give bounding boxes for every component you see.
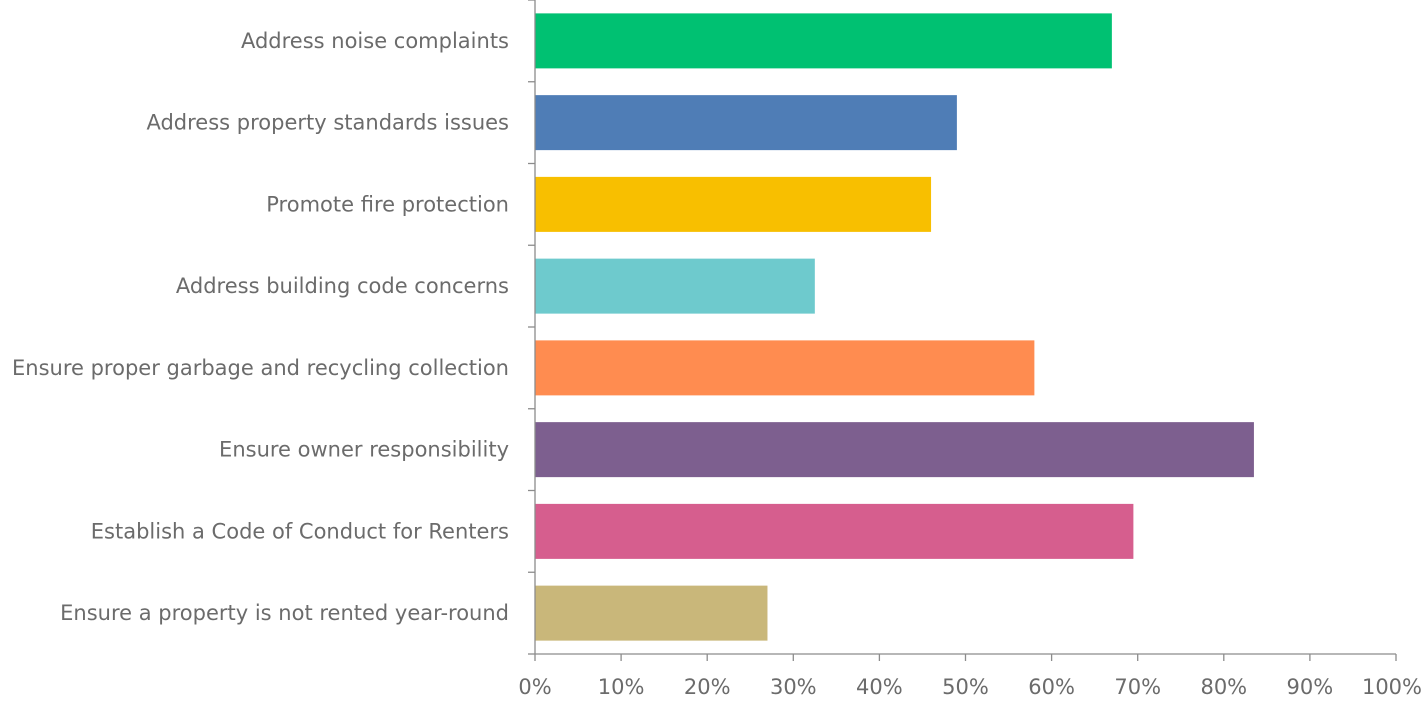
x-tick-label: 30% [770,675,817,699]
x-tick-labels: 0% 10% 20% 30% 40% 50% 60% 70% 80% 90% 100% [518,675,1422,699]
bar-ensure-proper-garbage-and-recycling-collection [535,340,1035,396]
category-label: Address building code concerns [176,274,509,298]
x-tick-label: 70% [1114,675,1161,699]
x-tick-label: 80% [1200,675,1247,699]
category-label: Ensure owner responsibility [219,438,509,462]
category-label: Address property standards issues [146,111,509,135]
category-label: Promote fire protection [266,192,509,216]
bar-ensure-a-property-is-not-rented-year-round [535,585,768,641]
y-axis-ticks [528,0,535,655]
x-tick-label: 0% [518,675,551,699]
bar-address-building-code-concerns [535,258,815,314]
category-label: Establish a Code of Conduct for Renters [91,519,509,543]
x-tick-label: 50% [942,675,989,699]
x-axis-ticks [534,654,1397,661]
category-label: Ensure a property is not rented year-rou… [60,601,509,625]
x-tick-label: 40% [856,675,903,699]
category-label: Ensure proper garbage and recycling coll… [12,356,509,380]
x-tick-label: 100% [1362,675,1422,699]
x-tick-label: 10% [598,675,645,699]
x-tick-label: 20% [684,675,731,699]
bar-address-noise-complaints [535,13,1112,69]
x-tick-label: 90% [1287,675,1334,699]
x-tick-label: 60% [1028,675,1075,699]
bar-promote-fire-protection [535,176,932,232]
category-label: Address noise complaints [241,29,509,53]
bar-ensure-owner-responsibility [535,422,1254,478]
category-labels: Address noise complaints Address property… [12,29,509,625]
bars-group [535,13,1254,641]
bar-address-property-standards-issues [535,95,957,151]
bar-establish-a-code-of-conduct-for-renters [535,503,1134,559]
